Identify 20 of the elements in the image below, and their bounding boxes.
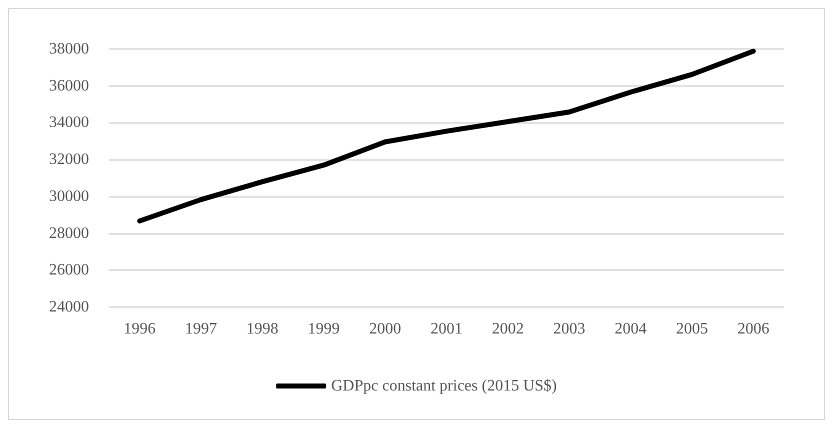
- y-tick-label: 38000: [49, 40, 89, 58]
- x-tick-label: 2006: [737, 320, 770, 338]
- x-tick-label: 2001: [430, 320, 462, 338]
- x-tick-label: 1996: [124, 320, 156, 338]
- y-tick-label: 34000: [49, 114, 89, 132]
- x-tick-label: 2004: [614, 320, 647, 338]
- y-tick-label: 24000: [49, 298, 89, 316]
- x-tick-label: 2003: [553, 320, 586, 338]
- x-tick-label: 1997: [185, 320, 218, 338]
- x-tick-label: 2002: [492, 320, 524, 338]
- x-tick-label: 1999: [308, 320, 340, 338]
- x-tick-label: 2000: [369, 320, 402, 338]
- legend-label: GDPpc constant prices (2015 US$): [331, 378, 557, 394]
- x-tick-label: 2005: [676, 320, 708, 338]
- y-tick-label: 26000: [49, 262, 89, 279]
- y-tick-label: 32000: [49, 151, 89, 168]
- x-tick-label: 1998: [246, 320, 278, 338]
- y-tick-label: 36000: [49, 77, 89, 94]
- y-tick-label: 30000: [49, 188, 89, 205]
- y-tick-label: 28000: [49, 224, 89, 242]
